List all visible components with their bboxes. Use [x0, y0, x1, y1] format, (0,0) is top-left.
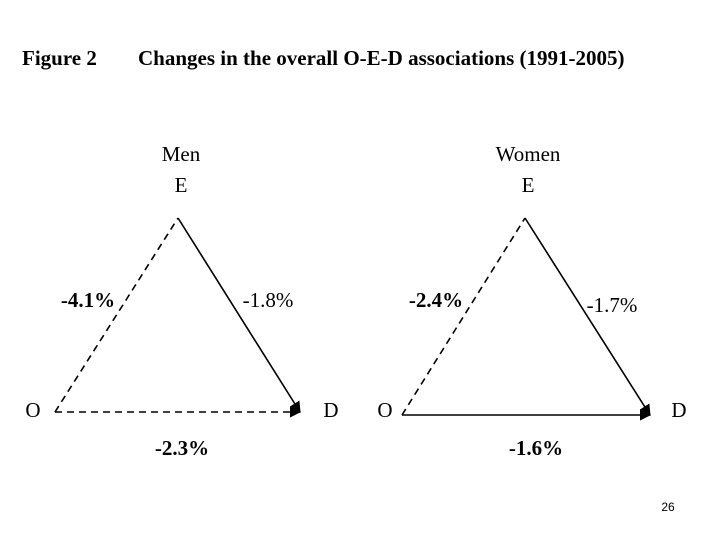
figure-title: Changes in the overall O-E-D association… — [138, 46, 625, 70]
edge-oe — [401, 217, 526, 416]
edge-label-ed: -1.8% — [243, 288, 294, 312]
node-o: O — [377, 398, 392, 422]
group-label: Women — [496, 142, 561, 166]
node-d: D — [671, 398, 686, 422]
edge-ed — [177, 217, 301, 413]
node-e: E — [175, 173, 188, 197]
node-e: E — [522, 173, 535, 197]
edge-label-oe: -2.4% — [409, 288, 463, 312]
edge-ed — [524, 217, 651, 416]
node-o: O — [25, 398, 40, 422]
edge-label-od: -2.3% — [155, 436, 209, 460]
panel-women: Women E O D -2.4% -1.7% -1.6% — [377, 142, 686, 460]
figure-label: Figure 2 — [22, 46, 97, 70]
panel-men: Men E O D -4.1% -1.8% -2.3% — [25, 142, 338, 460]
node-d: D — [323, 398, 338, 422]
edge-label-od: -1.6% — [509, 436, 563, 460]
edge-label-oe: -4.1% — [61, 288, 115, 312]
page-number: 26 — [661, 500, 675, 514]
edge-oe — [54, 217, 179, 413]
edge-label-ed: -1.7% — [587, 293, 638, 317]
group-label: Men — [162, 142, 201, 166]
